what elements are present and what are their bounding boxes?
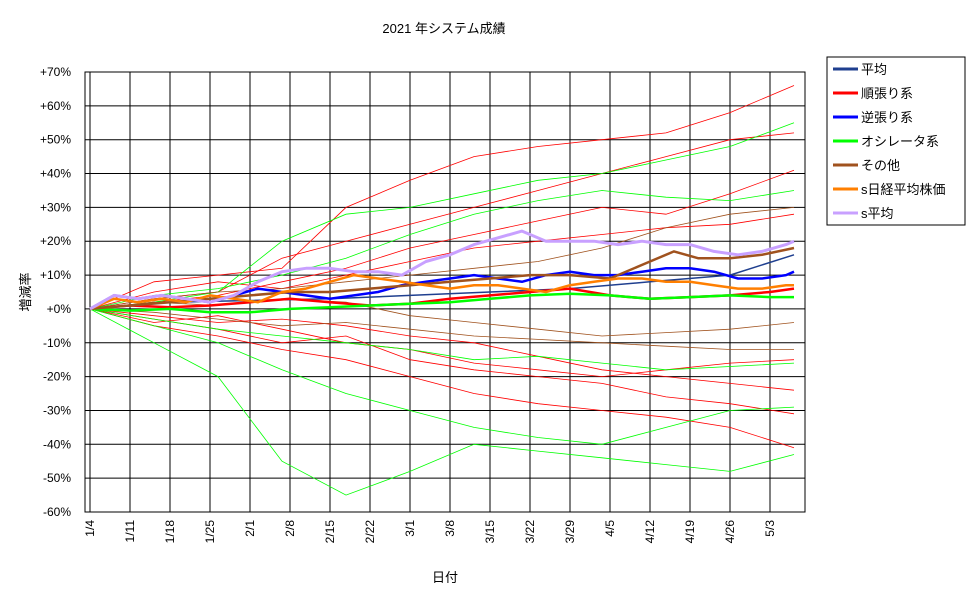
x-tick-label: 1/11 [123, 520, 137, 543]
x-tick-label: 2/1 [243, 520, 257, 537]
background-series-line [89, 122, 795, 310]
x-tick-label: 3/15 [483, 520, 497, 544]
background-series-line [89, 308, 795, 496]
series-line [89, 229, 795, 311]
series-lines [89, 229, 795, 314]
x-tick-label: 4/12 [643, 520, 657, 544]
background-series-line [89, 190, 795, 310]
x-tick-label: 3/8 [443, 520, 457, 537]
legend-entry: その他 [861, 158, 900, 173]
x-tick-label: 1/25 [203, 520, 217, 544]
y-tick-label: +20% [40, 234, 71, 248]
y-tick-label: -10% [43, 336, 71, 350]
x-tick-label: 4/19 [683, 520, 697, 544]
y-tick-label: -50% [43, 471, 71, 485]
x-axis: 1/4 1/11 1/18 1/25 2/1 2/8 2/15 2/22 3/1 3/8 3/15 3… [83, 520, 777, 544]
x-tick-label: 1/4 [83, 520, 97, 537]
y-tick-label: +0% [47, 302, 72, 316]
x-tick-label: 2/8 [283, 520, 297, 537]
legend-entry: オシレータ系 [861, 134, 939, 149]
y-tick-label: +70% [40, 65, 71, 79]
series-line [89, 246, 795, 311]
x-tick-label: 4/26 [723, 520, 737, 544]
y-tick-label: -30% [43, 403, 71, 417]
background-series [89, 85, 795, 496]
x-tick-label: 1/18 [163, 520, 177, 544]
legend-entry: 逆張り系 [861, 110, 913, 125]
y-tick-label: -60% [43, 505, 71, 519]
background-series-line [89, 308, 795, 449]
series-line [89, 273, 794, 311]
x-tick-label: 3/22 [523, 520, 537, 544]
background-series-line [89, 308, 794, 350]
chart-title: 2021 年システム成績 [382, 21, 505, 36]
x-tick-label: 4/5 [603, 520, 617, 537]
background-series-line [89, 308, 795, 391]
legend-entry: 平均 [861, 62, 887, 77]
y-tick-label: +50% [40, 133, 71, 147]
background-series-line [89, 207, 795, 310]
x-tick-label: 2/15 [323, 520, 337, 544]
y-axis-label: 増減率 [18, 272, 33, 311]
y-tick-label: +30% [40, 200, 71, 214]
y-axis: +70% +60% +50% +40% +30% +20% +10% +0% -10% -20% -… [40, 65, 71, 519]
y-tick-label: +40% [40, 167, 71, 181]
background-series-line [89, 308, 795, 371]
x-tick-label: 5/3 [763, 520, 777, 537]
x-axis-label: 日付 [432, 570, 458, 585]
background-series-line [89, 213, 795, 310]
y-tick-label: +60% [40, 99, 71, 113]
legend-entry: s平均 [861, 206, 894, 221]
y-tick-label: -40% [43, 437, 71, 451]
legend-entry: s日経平均株価 [861, 182, 946, 197]
x-tick-label: 2/22 [363, 520, 377, 544]
y-tick-label: -20% [43, 370, 71, 384]
y-tick-label: +10% [40, 268, 71, 282]
x-tick-label: 3/1 [403, 520, 417, 537]
legend-entry: 順張り系 [861, 86, 913, 101]
background-series-line [89, 308, 795, 378]
plot-area [84, 71, 806, 513]
background-series-line [89, 85, 795, 310]
background-series-line [89, 308, 795, 445]
series-line [89, 292, 794, 314]
x-tick-label: 3/29 [563, 520, 577, 544]
